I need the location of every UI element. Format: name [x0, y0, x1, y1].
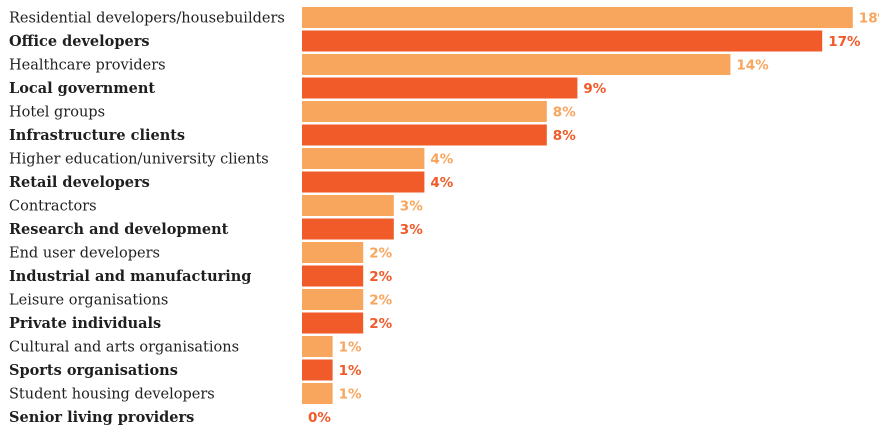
- category-label: Contractors: [9, 199, 97, 215]
- category-label: Cultural and arts organisations: [9, 340, 239, 356]
- bar: [302, 265, 364, 287]
- bar: [302, 336, 333, 357]
- bar: [302, 54, 731, 75]
- value-label: 2%: [369, 246, 392, 262]
- category-label: Student housing developers: [9, 387, 215, 403]
- bar: [302, 124, 547, 146]
- bar: [302, 148, 425, 169]
- value-labels: 18% 17% 14% 9% 8% 8% 4% 4% 3% 3% 2% 2% 2% 2% 1% 1% 1% 0%: [308, 11, 879, 427]
- bars: [302, 7, 853, 404]
- category-label: Local government: [9, 80, 155, 97]
- category-label: Higher education/university clients: [9, 152, 269, 168]
- bar: [302, 171, 425, 193]
- value-label: 1%: [339, 387, 362, 403]
- bar: [302, 30, 823, 52]
- value-label: 4%: [430, 175, 453, 191]
- bar: [302, 101, 547, 122]
- value-label: 2%: [369, 293, 392, 309]
- bar: [302, 77, 578, 99]
- category-label: Healthcare providers: [9, 58, 166, 74]
- value-label: 4%: [430, 152, 453, 168]
- value-label: 14%: [736, 58, 769, 74]
- value-label: 2%: [369, 316, 392, 332]
- category-label: Infrastructure clients: [9, 127, 185, 144]
- bar: [302, 359, 333, 381]
- bar: [302, 383, 333, 404]
- value-label: 3%: [400, 199, 423, 215]
- value-label: 18%: [859, 11, 879, 27]
- value-label: 0%: [308, 410, 331, 426]
- value-label: 8%: [553, 128, 576, 144]
- category-label: Sports organisations: [9, 362, 178, 379]
- value-label: 2%: [369, 269, 392, 285]
- bar: [302, 242, 364, 263]
- category-label: Industrial and manufacturing: [9, 268, 251, 285]
- value-label: 1%: [339, 340, 362, 356]
- category-label: Residential developers/housebuilders: [9, 11, 285, 27]
- value-label: 1%: [339, 363, 362, 379]
- category-label: Leisure organisations: [9, 293, 168, 309]
- value-label: 17%: [828, 34, 861, 50]
- value-label: 9%: [583, 81, 606, 97]
- bar: [302, 312, 364, 334]
- bar: [302, 218, 394, 240]
- category-label: Office developers: [9, 33, 150, 50]
- bar: [302, 195, 394, 216]
- bar: [302, 7, 853, 28]
- bar: [302, 289, 364, 310]
- category-label: Private individuals: [9, 315, 161, 332]
- value-label: 8%: [553, 105, 576, 121]
- category-labels: Residential developers/housebuilders Offi…: [9, 11, 285, 427]
- category-label: Research and development: [9, 221, 229, 238]
- category-label: Hotel groups: [9, 105, 105, 121]
- category-label: Retail developers: [9, 174, 150, 191]
- value-label: 3%: [400, 222, 423, 238]
- category-label: End user developers: [9, 246, 160, 262]
- category-label: Senior living providers: [9, 409, 194, 426]
